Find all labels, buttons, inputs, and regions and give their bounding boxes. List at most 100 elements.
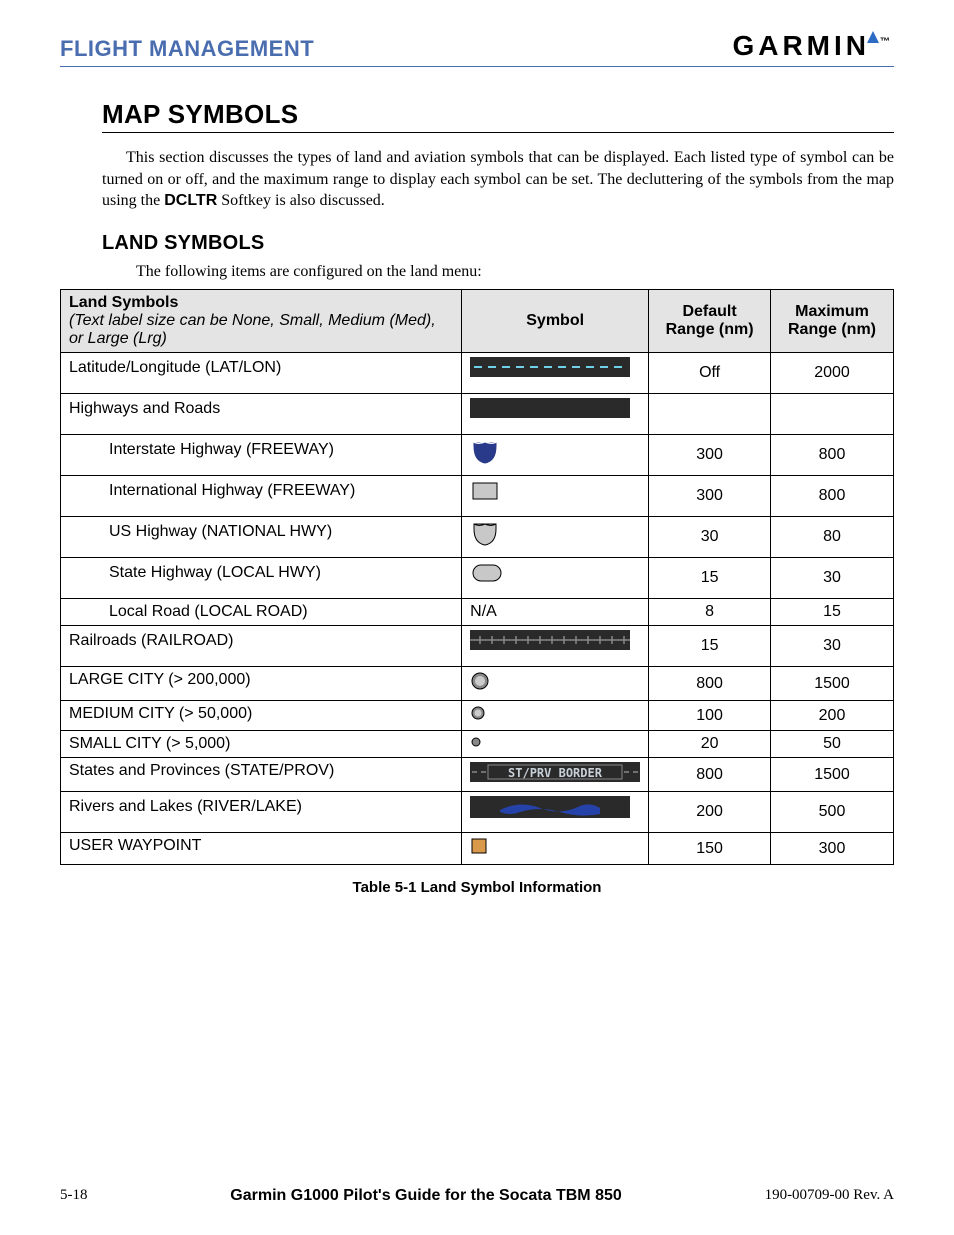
cell-max: 2000 (771, 352, 894, 393)
table-row: USER WAYPOINT 150 300 (61, 833, 894, 865)
svg-text:ST/PRV BORDER: ST/PRV BORDER (508, 766, 603, 780)
cell-max: 300 (771, 833, 894, 865)
cell-label: States and Provinces (STATE/PROV) (61, 758, 462, 792)
cell-default: 800 (649, 667, 771, 701)
cell-symbol (462, 667, 649, 701)
cell-symbol (462, 393, 649, 434)
cell-max (771, 393, 894, 434)
symbol-waypoint-icon (470, 837, 488, 860)
land-symbols-table: Land Symbols (Text label size can be Non… (60, 289, 894, 865)
symbol-solidline-icon (470, 398, 630, 423)
cell-symbol (462, 792, 649, 833)
table-caption: Table 5-1 Land Symbol Information (60, 879, 894, 896)
page-footer: 5-18 Garmin G1000 Pilot's Guide for the … (60, 1187, 894, 1205)
cell-max: 500 (771, 792, 894, 833)
cell-label: MEDIUM CITY (> 50,000) (61, 701, 462, 731)
cell-max: 1500 (771, 758, 894, 792)
table-row: LARGE CITY (> 200,000) 800 1500 (61, 667, 894, 701)
th-land-symbols: Land Symbols (Text label size can be Non… (61, 289, 462, 352)
cell-max: 50 (771, 731, 894, 758)
cell-default: 20 (649, 731, 771, 758)
cell-default (649, 393, 771, 434)
logo-triangle-icon (866, 30, 880, 44)
cell-default: Off (649, 352, 771, 393)
table-row: Highways and Roads (61, 393, 894, 434)
table-header-row: Land Symbols (Text label size can be Non… (61, 289, 894, 352)
symbol-river-icon (470, 796, 630, 823)
cell-default: 800 (649, 758, 771, 792)
cell-default: 200 (649, 792, 771, 833)
cell-symbol (462, 731, 649, 758)
cell-max: 30 (771, 626, 894, 667)
table-row: SMALL CITY (> 5,000) 20 50 (61, 731, 894, 758)
cell-symbol (462, 833, 649, 865)
cell-max: 30 (771, 557, 894, 598)
cell-label: Interstate Highway (FREEWAY) (61, 434, 462, 475)
table-body: Latitude/Longitude (LAT/LON) Off 2000 Hi… (61, 352, 894, 864)
symbol-railroad-icon (470, 630, 630, 655)
table-row: States and Provinces (STATE/PROV) ST/PRV… (61, 758, 894, 792)
footer-doc-rev: 190-00709-00 Rev. A (765, 1187, 894, 1205)
table-row: International Highway (FREEWAY) 300 800 (61, 475, 894, 516)
cell-label: Rivers and Lakes (RIVER/LAKE) (61, 792, 462, 833)
table-row: Interstate Highway (FREEWAY) 300 800 (61, 434, 894, 475)
land-symbols-heading: LAND SYMBOLS (102, 232, 894, 255)
symbol-rect-grey-icon (470, 480, 500, 507)
symbol-stprv-icon: ST/PRV BORDER (470, 762, 640, 787)
table-row: State Highway (LOCAL HWY) 15 30 (61, 557, 894, 598)
table-row: Rivers and Lakes (RIVER/LAKE) 200 500 (61, 792, 894, 833)
th-symbol: Symbol (462, 289, 649, 352)
cell-max: 800 (771, 475, 894, 516)
cell-default: 100 (649, 701, 771, 731)
cell-symbol (462, 626, 649, 667)
cell-default: 8 (649, 598, 771, 625)
cell-symbol (462, 434, 649, 475)
table-row: US Highway (NATIONAL HWY) 30 80 (61, 516, 894, 557)
table-row: Latitude/Longitude (LAT/LON) Off 2000 (61, 352, 894, 393)
cell-default: 15 (649, 557, 771, 598)
cell-max: 15 (771, 598, 894, 625)
th-maximum: Maximum Range (nm) (771, 289, 894, 352)
cell-max: 80 (771, 516, 894, 557)
cell-label: State Highway (LOCAL HWY) (61, 557, 462, 598)
cell-label: LARGE CITY (> 200,000) (61, 667, 462, 701)
cell-symbol (462, 352, 649, 393)
land-symbols-intro: The following items are configured on th… (136, 263, 894, 281)
cell-label: USER WAYPOINT (61, 833, 462, 865)
page-title: MAP SYMBOLS (102, 99, 894, 133)
cell-symbol: N/A (462, 598, 649, 625)
cell-default: 30 (649, 516, 771, 557)
brand-logo: GARMIN™ (732, 30, 894, 62)
page-header: FLIGHT MANAGEMENT GARMIN™ (60, 30, 894, 67)
footer-page-number: 5-18 (60, 1187, 88, 1205)
cell-max: 200 (771, 701, 894, 731)
cell-default: 300 (649, 475, 771, 516)
cell-symbol (462, 701, 649, 731)
intro-paragraph: This section discusses the types of land… (102, 147, 894, 212)
cell-symbol: ST/PRV BORDER (462, 758, 649, 792)
table-row: MEDIUM CITY (> 50,000) 100 200 (61, 701, 894, 731)
symbol-city-sm-icon (470, 735, 482, 753)
symbol-na-icon: N/A (470, 603, 497, 621)
cell-max: 1500 (771, 667, 894, 701)
cell-label: International Highway (FREEWAY) (61, 475, 462, 516)
cell-label: Railroads (RAILROAD) (61, 626, 462, 667)
cell-default: 300 (649, 434, 771, 475)
table-row: Local Road (LOCAL ROAD) N/A 8 15 (61, 598, 894, 625)
cell-symbol (462, 557, 649, 598)
symbol-rounded-grey-icon (470, 562, 504, 589)
cell-label: Latitude/Longitude (LAT/LON) (61, 352, 462, 393)
symbol-city-lg-icon (470, 671, 490, 696)
section-title: FLIGHT MANAGEMENT (60, 36, 314, 62)
cell-label: Local Road (LOCAL ROAD) (61, 598, 462, 625)
trademark-icon: ™ (880, 37, 890, 48)
cell-default: 150 (649, 833, 771, 865)
cell-label: US Highway (NATIONAL HWY) (61, 516, 462, 557)
cell-symbol (462, 475, 649, 516)
th-default: Default Range (nm) (649, 289, 771, 352)
table-row: Railroads (RAILROAD) 15 30 (61, 626, 894, 667)
cell-default: 15 (649, 626, 771, 667)
symbol-shield-blue-icon (470, 439, 500, 470)
cell-label: Highways and Roads (61, 393, 462, 434)
symbol-latlon-icon (470, 357, 630, 382)
